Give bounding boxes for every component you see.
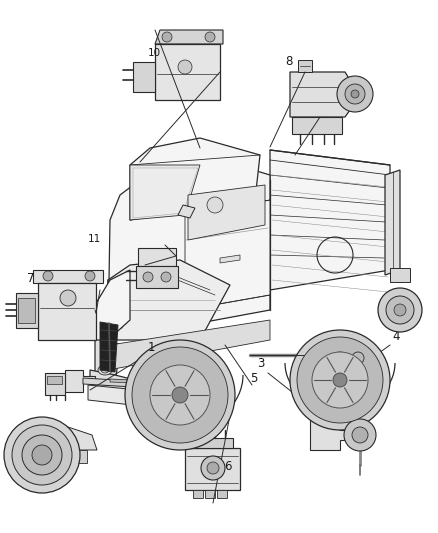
- Circle shape: [43, 271, 53, 281]
- Polygon shape: [133, 62, 155, 92]
- Circle shape: [162, 32, 172, 42]
- Polygon shape: [18, 298, 35, 323]
- Polygon shape: [185, 200, 270, 310]
- Polygon shape: [75, 450, 87, 463]
- Circle shape: [290, 330, 390, 430]
- Polygon shape: [133, 168, 198, 218]
- Circle shape: [207, 462, 219, 474]
- Polygon shape: [65, 370, 95, 392]
- Circle shape: [337, 76, 373, 112]
- Circle shape: [297, 337, 383, 423]
- Polygon shape: [95, 305, 120, 385]
- Polygon shape: [90, 370, 135, 395]
- Text: 8: 8: [285, 55, 293, 68]
- Circle shape: [394, 304, 406, 316]
- Text: 3: 3: [258, 357, 265, 370]
- Polygon shape: [188, 185, 265, 240]
- Polygon shape: [38, 283, 96, 340]
- Polygon shape: [47, 376, 62, 384]
- Circle shape: [205, 32, 215, 42]
- Circle shape: [351, 90, 359, 98]
- Circle shape: [352, 427, 368, 443]
- Circle shape: [178, 60, 192, 74]
- Circle shape: [132, 347, 228, 443]
- Circle shape: [150, 365, 210, 425]
- Text: 1: 1: [148, 341, 155, 354]
- Circle shape: [344, 419, 376, 451]
- Circle shape: [207, 197, 223, 213]
- Circle shape: [334, 352, 346, 364]
- Text: 2: 2: [14, 441, 21, 454]
- Circle shape: [85, 271, 95, 281]
- Polygon shape: [185, 448, 240, 490]
- Polygon shape: [90, 270, 130, 340]
- Polygon shape: [298, 60, 312, 72]
- Polygon shape: [108, 260, 230, 340]
- Polygon shape: [136, 266, 178, 288]
- Polygon shape: [62, 425, 97, 450]
- Polygon shape: [155, 44, 220, 100]
- Text: 4: 4: [392, 330, 399, 343]
- Circle shape: [172, 387, 188, 403]
- Polygon shape: [138, 248, 176, 266]
- Circle shape: [60, 290, 76, 306]
- Polygon shape: [385, 170, 400, 275]
- Polygon shape: [217, 490, 227, 498]
- Ellipse shape: [98, 365, 112, 375]
- Circle shape: [12, 425, 72, 485]
- Polygon shape: [45, 373, 65, 395]
- Polygon shape: [270, 150, 390, 290]
- Polygon shape: [330, 348, 372, 368]
- Polygon shape: [390, 268, 410, 282]
- Text: 6: 6: [224, 460, 232, 473]
- Polygon shape: [292, 117, 342, 134]
- Circle shape: [32, 445, 52, 465]
- Polygon shape: [108, 320, 270, 370]
- Circle shape: [386, 296, 414, 324]
- Circle shape: [333, 373, 347, 387]
- Polygon shape: [130, 138, 260, 220]
- Polygon shape: [16, 293, 38, 328]
- Circle shape: [201, 456, 225, 480]
- Circle shape: [22, 435, 62, 475]
- Text: 11: 11: [88, 234, 101, 244]
- Circle shape: [143, 272, 153, 282]
- Polygon shape: [107, 305, 122, 328]
- Circle shape: [4, 417, 80, 493]
- Polygon shape: [108, 160, 270, 340]
- Circle shape: [378, 288, 422, 332]
- Polygon shape: [88, 385, 138, 405]
- Polygon shape: [190, 438, 233, 448]
- Circle shape: [125, 340, 235, 450]
- Polygon shape: [310, 420, 350, 450]
- Circle shape: [345, 84, 365, 104]
- Ellipse shape: [101, 367, 109, 373]
- Circle shape: [312, 352, 368, 408]
- Text: 10: 10: [148, 48, 161, 58]
- Circle shape: [352, 352, 364, 364]
- Polygon shape: [130, 165, 200, 220]
- Polygon shape: [290, 72, 350, 117]
- Text: 5: 5: [250, 372, 258, 385]
- Wedge shape: [138, 248, 176, 267]
- Polygon shape: [100, 322, 118, 372]
- Polygon shape: [178, 205, 195, 218]
- Polygon shape: [33, 270, 103, 283]
- Circle shape: [161, 272, 171, 282]
- Text: 7: 7: [27, 272, 35, 285]
- Polygon shape: [193, 490, 203, 498]
- Polygon shape: [155, 30, 223, 44]
- Polygon shape: [205, 490, 215, 498]
- Ellipse shape: [108, 309, 120, 323]
- Polygon shape: [220, 255, 240, 263]
- Polygon shape: [110, 379, 135, 383]
- Text: 9: 9: [390, 305, 398, 318]
- Polygon shape: [83, 378, 150, 388]
